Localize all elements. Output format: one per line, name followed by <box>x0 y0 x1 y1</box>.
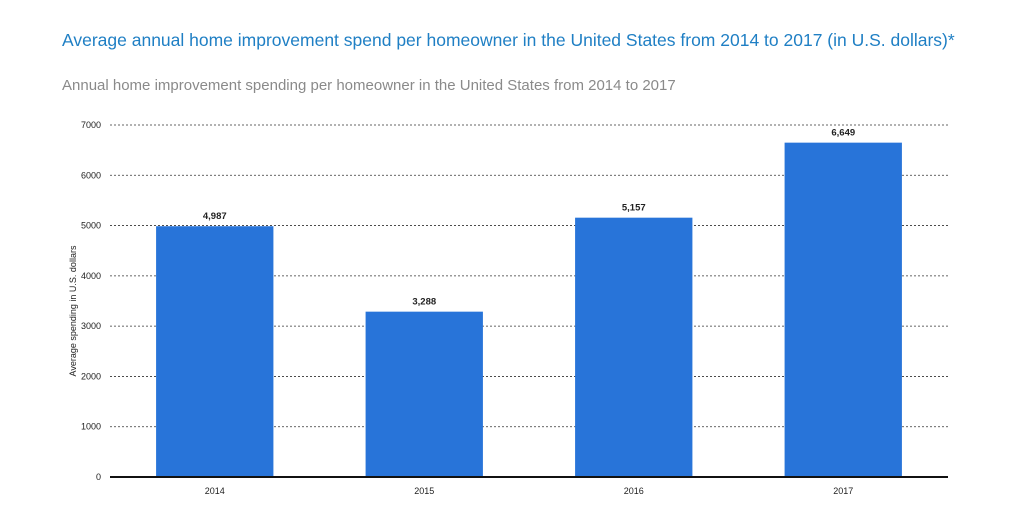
y-tick-label: 6000 <box>81 170 101 180</box>
x-tick-label: 2016 <box>624 486 644 496</box>
y-axis-label: Average spending in U.S. dollars <box>68 245 78 376</box>
x-tick-label: 2014 <box>205 486 225 496</box>
y-tick-label: 0 <box>96 472 101 482</box>
y-tick-label: 4000 <box>81 271 101 281</box>
data-label-2015: 3,288 <box>412 297 436 308</box>
y-axis-ticks: 0 1000 2000 3000 4000 5000 6000 7000 <box>81 120 101 482</box>
chart-title: Average annual home improvement spend pe… <box>62 30 955 50</box>
bars <box>156 142 902 478</box>
chart-subtitle: Annual home improvement spending per hom… <box>62 77 676 94</box>
y-tick-label: 7000 <box>81 120 101 130</box>
x-axis-ticks: 2014 2015 2016 2017 <box>205 486 854 496</box>
bar-2016 <box>575 217 693 477</box>
y-tick-label: 3000 <box>81 321 101 331</box>
bar-2014 <box>156 226 274 477</box>
bar-2017 <box>784 142 902 478</box>
y-tick-label: 1000 <box>81 422 101 432</box>
data-label-2017: 6,649 <box>831 128 855 139</box>
bar-2015 <box>365 311 483 477</box>
data-label-2016: 5,157 <box>622 203 646 214</box>
y-tick-label: 2000 <box>81 371 101 381</box>
x-tick-label: 2017 <box>833 486 853 496</box>
data-labels: 4,987 3,288 5,157 6,649 <box>203 128 855 308</box>
x-tick-label: 2015 <box>414 486 434 496</box>
y-tick-label: 5000 <box>81 221 101 231</box>
data-label-2014: 4,987 <box>203 211 227 222</box>
